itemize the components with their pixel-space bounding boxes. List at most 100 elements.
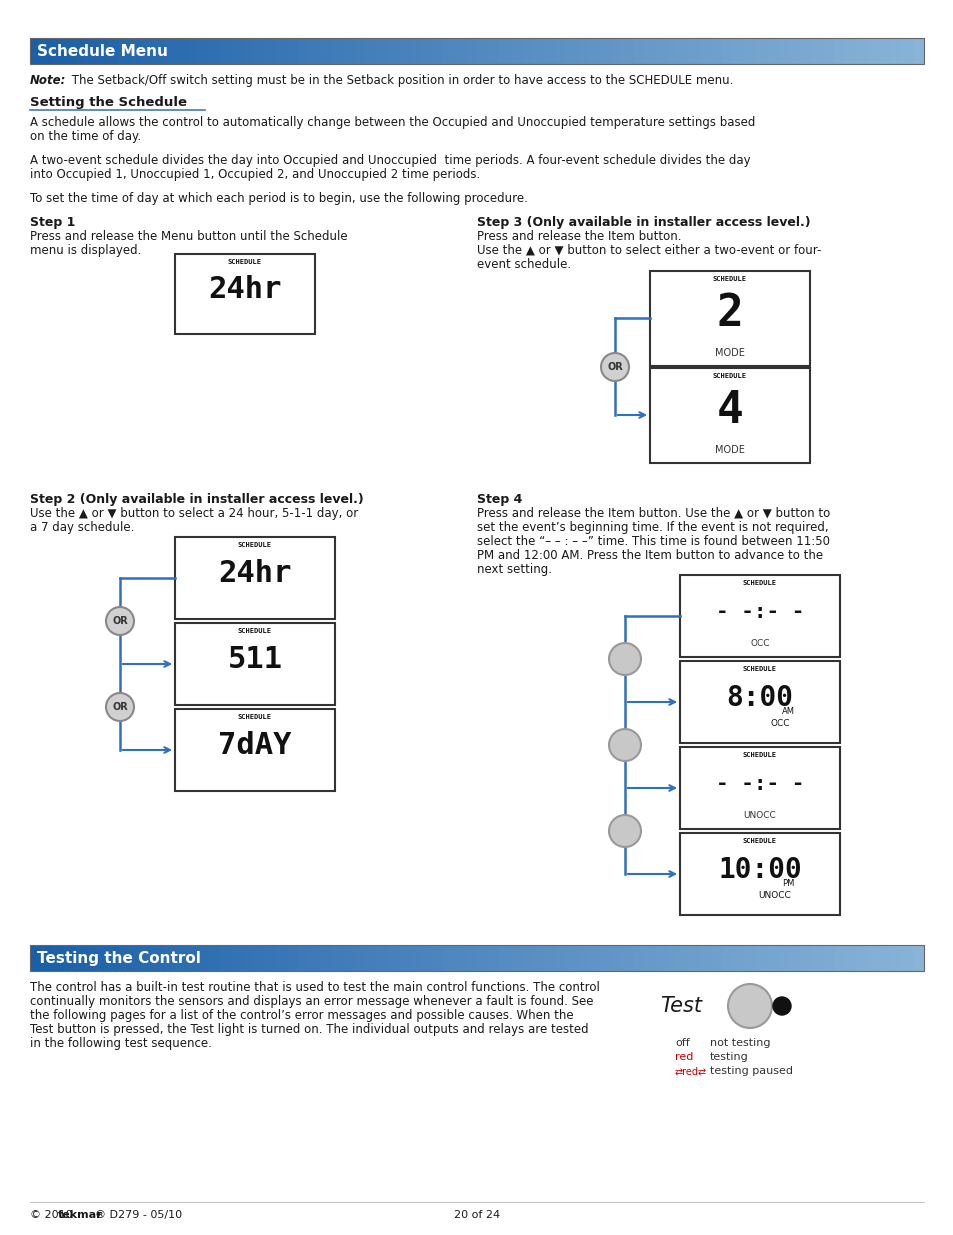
Bar — [856, 38, 868, 64]
Text: Step 1: Step 1 — [30, 216, 75, 228]
Bar — [644, 945, 656, 971]
Text: set the event’s beginning time. If the event is not required,: set the event’s beginning time. If the e… — [476, 521, 828, 534]
Bar — [510, 38, 522, 64]
Text: off: off — [675, 1037, 689, 1049]
Bar — [889, 945, 902, 971]
Text: SCHEDULE: SCHEDULE — [742, 752, 776, 758]
Bar — [242, 945, 254, 971]
Text: OCC: OCC — [769, 720, 789, 729]
Bar — [689, 38, 700, 64]
Bar — [649, 270, 809, 366]
Text: testing: testing — [709, 1052, 748, 1062]
Bar — [679, 747, 840, 829]
Bar — [242, 38, 254, 64]
Bar — [287, 38, 299, 64]
Bar — [498, 38, 511, 64]
Bar — [443, 38, 456, 64]
Text: SCHEDULE: SCHEDULE — [237, 714, 272, 720]
Bar — [566, 38, 578, 64]
Bar — [599, 38, 612, 64]
Bar — [174, 254, 314, 333]
Bar — [711, 38, 723, 64]
Bar — [756, 945, 768, 971]
Bar — [912, 38, 924, 64]
Bar — [152, 945, 165, 971]
Text: SCHEDULE: SCHEDULE — [237, 542, 272, 548]
Text: PM: PM — [781, 879, 793, 888]
Bar — [64, 38, 75, 64]
Bar — [264, 38, 276, 64]
Text: 24hr: 24hr — [208, 275, 281, 305]
Bar — [86, 38, 98, 64]
Bar — [209, 945, 221, 971]
Bar — [320, 945, 333, 971]
Bar — [912, 945, 924, 971]
Bar — [744, 945, 757, 971]
Text: 2: 2 — [716, 293, 742, 335]
Bar — [410, 38, 421, 64]
Bar — [174, 537, 335, 619]
Text: A schedule allows the control to automatically change between the Occupied and U: A schedule allows the control to automat… — [30, 116, 755, 128]
Circle shape — [608, 643, 640, 676]
Text: 24hr: 24hr — [218, 559, 292, 588]
Bar — [97, 38, 109, 64]
Bar — [119, 945, 132, 971]
Bar — [465, 945, 477, 971]
Bar — [209, 38, 221, 64]
Text: 8:00: 8:00 — [726, 684, 793, 711]
Bar — [789, 945, 801, 971]
Bar — [577, 38, 589, 64]
Bar — [142, 945, 153, 971]
Bar — [566, 945, 578, 971]
Bar — [253, 38, 265, 64]
Bar — [443, 945, 456, 971]
Text: SCHEDULE: SCHEDULE — [712, 373, 746, 379]
Bar — [354, 38, 366, 64]
Bar — [476, 38, 489, 64]
Text: The control has a built-in test routine that is used to test the main control fu: The control has a built-in test routine … — [30, 981, 599, 994]
Text: Press and release the Item button. Use the ▲ or ▼ button to: Press and release the Item button. Use t… — [476, 508, 829, 520]
Bar — [811, 945, 823, 971]
Text: tekmar: tekmar — [58, 1210, 103, 1220]
Bar — [543, 945, 556, 971]
Bar — [588, 38, 600, 64]
Text: 10:00: 10:00 — [718, 856, 801, 884]
Bar — [197, 945, 210, 971]
Bar — [420, 945, 433, 971]
Text: continually monitors the sensors and displays an error message whenever a fault : continually monitors the sensors and dis… — [30, 995, 593, 1008]
Bar — [621, 945, 634, 971]
Text: Step 3 (Only available in installer access level.): Step 3 (Only available in installer acce… — [476, 216, 810, 228]
Bar — [611, 38, 622, 64]
Bar — [678, 945, 690, 971]
Text: OR: OR — [112, 616, 128, 626]
Bar — [253, 945, 265, 971]
Circle shape — [600, 353, 628, 382]
Bar — [97, 945, 109, 971]
Bar — [30, 38, 42, 64]
Bar — [711, 945, 723, 971]
Circle shape — [727, 984, 771, 1028]
Bar — [498, 945, 511, 971]
Bar — [889, 38, 902, 64]
Bar — [410, 945, 421, 971]
Bar — [666, 38, 679, 64]
Circle shape — [608, 729, 640, 761]
Text: the following pages for a list of the control’s error messages and possible caus: the following pages for a list of the co… — [30, 1009, 573, 1023]
Bar — [342, 38, 355, 64]
Text: OCC: OCC — [749, 638, 769, 648]
Bar — [420, 38, 433, 64]
Bar — [533, 945, 544, 971]
Text: Note:: Note: — [30, 74, 67, 86]
Bar — [521, 945, 534, 971]
Bar — [901, 38, 913, 64]
Bar — [387, 945, 399, 971]
Circle shape — [106, 606, 133, 635]
Bar — [577, 945, 589, 971]
Text: OR: OR — [112, 701, 128, 713]
Bar — [164, 945, 176, 971]
Bar — [476, 945, 489, 971]
Bar — [52, 38, 65, 64]
Bar — [174, 709, 335, 790]
Text: ⇄red⇄: ⇄red⇄ — [675, 1066, 706, 1076]
Bar — [778, 38, 790, 64]
